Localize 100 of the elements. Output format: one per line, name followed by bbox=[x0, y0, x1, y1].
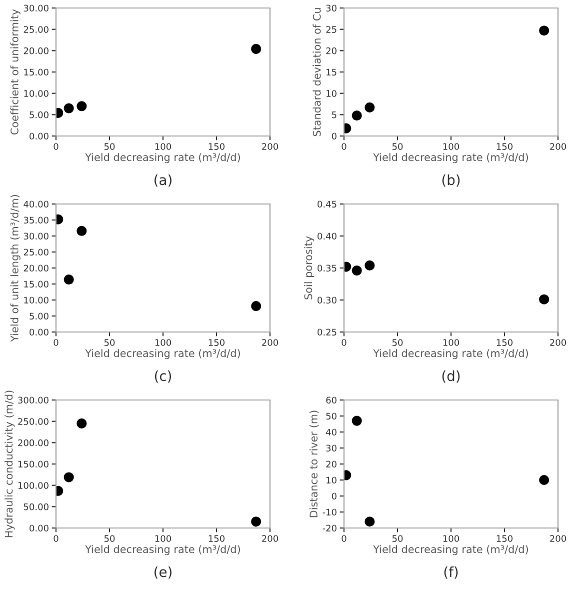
x-tick-label: 150 bbox=[208, 143, 225, 150]
y-tick-label: 0.00 bbox=[30, 132, 48, 140]
y-tick-label: 30 bbox=[326, 444, 336, 452]
x-tick-label: 200 bbox=[262, 339, 278, 346]
y-tick-label: 35.00 bbox=[24, 216, 48, 224]
y-axis-title: Standard deviation of Cu bbox=[312, 8, 321, 136]
x-tick-label: 100 bbox=[155, 339, 172, 346]
y-tick-label: 20 bbox=[326, 460, 336, 468]
x-tick-label: 150 bbox=[496, 143, 513, 150]
y-tick-label: 20.00 bbox=[24, 47, 48, 54]
x-axis-title: Yield decreasing rate (m³/d/d) bbox=[373, 545, 528, 556]
y-tick-label: 0.40 bbox=[318, 232, 336, 240]
y-tick-label: -10 bbox=[322, 508, 336, 516]
text: (c) bbox=[154, 370, 172, 383]
y-tick-label: 0.30 bbox=[318, 296, 336, 304]
y-tick-label: 0.35 bbox=[318, 264, 336, 272]
y-axis-title: Soil porosity bbox=[304, 236, 314, 300]
x-axis-title: Yield decreasing rate (m³/d/d) bbox=[85, 153, 240, 164]
y-tick-label: 5.00 bbox=[30, 111, 48, 118]
y-tick-label: 50.00 bbox=[24, 503, 48, 510]
y-axis-title: Coefficient of uniformity bbox=[10, 9, 20, 135]
y-tick-label: 15.00 bbox=[24, 68, 48, 76]
x-tick-label: 0 bbox=[342, 143, 346, 150]
y-tick-label: 30.00 bbox=[24, 4, 48, 12]
y-tick-label: 250.00 bbox=[18, 418, 48, 425]
text: (f) bbox=[444, 566, 458, 579]
x-tick-label: 200 bbox=[262, 143, 278, 150]
y-tick-label: 40 bbox=[326, 428, 336, 436]
point bbox=[364, 516, 375, 527]
x-tick-label: 0 bbox=[342, 535, 346, 542]
y-tick-label: 200.00 bbox=[18, 439, 48, 446]
text: (a) bbox=[154, 174, 172, 187]
point bbox=[539, 474, 550, 486]
point bbox=[352, 110, 362, 121]
point bbox=[364, 102, 375, 112]
point bbox=[76, 101, 87, 112]
x-tick-label: 200 bbox=[550, 535, 566, 542]
y-tick-label: 25 bbox=[326, 26, 336, 33]
y-tick-label: 10.00 bbox=[24, 90, 48, 97]
point bbox=[539, 26, 550, 36]
point bbox=[352, 266, 362, 276]
x-tick-label: 200 bbox=[262, 535, 278, 542]
y-tick-label: 15 bbox=[326, 68, 336, 76]
point bbox=[64, 472, 74, 482]
y-tick-label: 60 bbox=[326, 396, 336, 404]
y-tick-label: 5.00 bbox=[30, 312, 48, 320]
point bbox=[364, 260, 375, 270]
x-tick-label: 100 bbox=[155, 143, 172, 150]
y-tick-label: 20 bbox=[326, 47, 336, 54]
x-tick-label: 0 bbox=[54, 143, 58, 150]
y-axis-title: Yield of unit length (m³/d/m) bbox=[10, 195, 20, 342]
x-tick-label: 150 bbox=[496, 535, 513, 542]
y-tick-label: 0.00 bbox=[30, 328, 48, 336]
x-tick-label: 50 bbox=[104, 535, 115, 542]
x-tick-label: 100 bbox=[443, 143, 460, 150]
x-tick-label: 100 bbox=[443, 535, 460, 542]
x-tick-label: 150 bbox=[496, 339, 513, 346]
x-tick-label: 200 bbox=[550, 143, 566, 150]
text: (d) bbox=[442, 370, 460, 383]
x-tick-label: 50 bbox=[392, 143, 403, 150]
x-tick-label: 150 bbox=[208, 535, 225, 542]
text: (b) bbox=[442, 174, 460, 187]
y-tick-label: 0.45 bbox=[318, 200, 336, 208]
y-tick-label: 0.00 bbox=[30, 524, 48, 532]
point bbox=[251, 44, 262, 54]
y-tick-label: 25.00 bbox=[24, 26, 48, 33]
x-tick-label: 200 bbox=[550, 339, 566, 346]
x-tick-label: 50 bbox=[392, 535, 403, 542]
x-tick-label: 0 bbox=[342, 339, 346, 346]
x-axis-title: Yield decreasing rate (m³/d/d) bbox=[85, 349, 240, 360]
text: (e) bbox=[154, 566, 172, 579]
y-tick-label: 30 bbox=[326, 4, 336, 12]
point bbox=[251, 516, 262, 527]
point bbox=[64, 274, 74, 285]
x-tick-label: 100 bbox=[155, 535, 172, 542]
y-tick-label: 15.00 bbox=[24, 280, 48, 288]
y-tick-label: 0.25 bbox=[318, 328, 336, 336]
y-tick-label: 100.00 bbox=[18, 482, 48, 489]
y-tick-label: 20.00 bbox=[24, 264, 48, 272]
y-tick-label: 150.00 bbox=[18, 460, 48, 468]
point bbox=[76, 226, 87, 236]
y-axis-title: Distance to river (m) bbox=[309, 410, 319, 518]
point bbox=[76, 418, 87, 428]
y-tick-label: 50 bbox=[326, 412, 336, 420]
x-axis-title: Yield decreasing rate (m³/d/d) bbox=[85, 545, 240, 556]
y-tick-label: 40.00 bbox=[24, 200, 48, 208]
x-tick-label: 0 bbox=[54, 339, 58, 346]
x-tick-label: 100 bbox=[443, 339, 460, 346]
x-axis-title: Yield decreasing rate (m³/d/d) bbox=[373, 153, 528, 164]
y-tick-label: 0 bbox=[332, 492, 336, 500]
x-tick-label: 50 bbox=[104, 339, 115, 346]
y-tick-label: 10 bbox=[326, 90, 336, 97]
x-tick-label: 50 bbox=[104, 143, 115, 150]
point bbox=[352, 416, 362, 426]
x-tick-label: 50 bbox=[392, 339, 403, 346]
y-tick-label: 30.00 bbox=[24, 232, 48, 240]
point bbox=[251, 301, 262, 312]
y-tick-label: 0 bbox=[332, 132, 336, 140]
y-tick-label: -20 bbox=[322, 524, 336, 532]
y-tick-label: 5 bbox=[332, 112, 336, 118]
